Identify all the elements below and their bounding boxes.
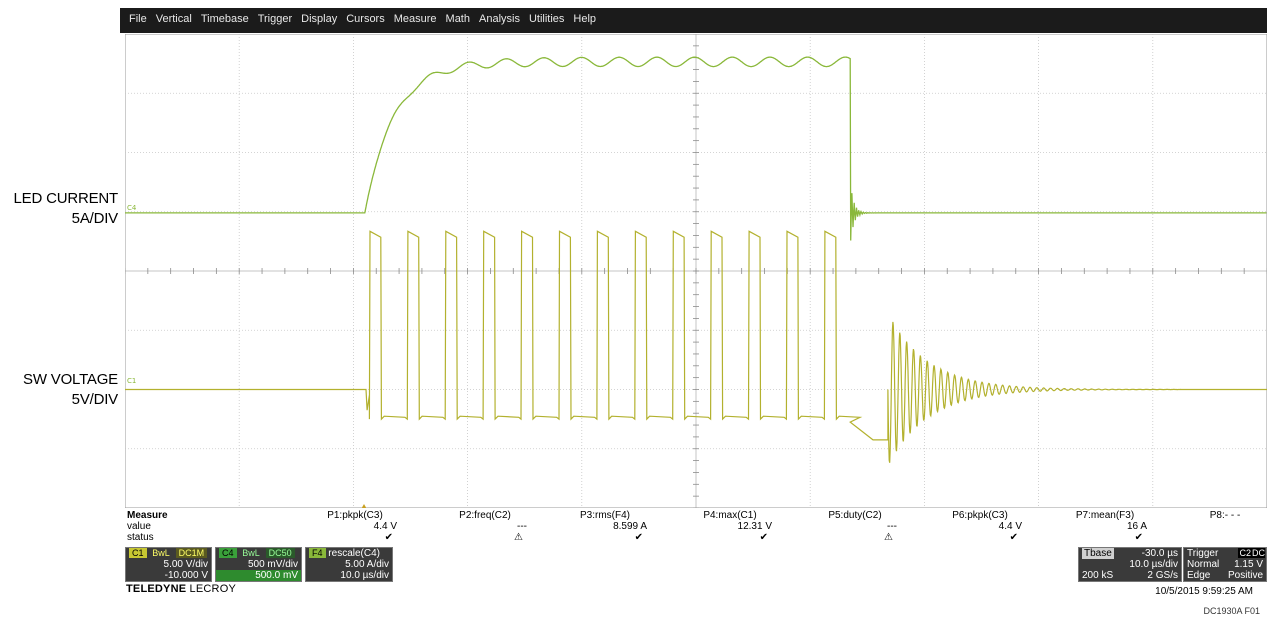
- measure-param-4[interactable]: P4:max(C1) 12.31 V ✔: [670, 510, 790, 543]
- trigger-source: C2: [1238, 548, 1252, 558]
- menu-vertical[interactable]: Vertical: [155, 13, 192, 25]
- measure-param-name: P2:freq(C2): [459, 510, 511, 521]
- timebase-delay: -30.0 µs: [1141, 548, 1178, 559]
- measure-param-status: [1165, 521, 1267, 532]
- teledyne-lecroy-logo: TELEDYNE LECROY: [126, 583, 236, 595]
- c1-coupling: DC1M: [175, 548, 208, 558]
- acquisition-datestamp: 10/5/2015 9:59:25 AM: [1155, 586, 1253, 597]
- menu-timebase[interactable]: Timebase: [200, 13, 249, 25]
- f4-function: rescale(C4): [328, 548, 380, 559]
- measure-param-1[interactable]: P1:pkpk(C3) 4.4 V ✔: [295, 510, 415, 543]
- menu-math[interactable]: Math: [445, 13, 470, 25]
- f4-descriptor[interactable]: F4 rescale(C4) 5.00 A/div 10.0 µs/div: [305, 547, 393, 582]
- measure-param-8[interactable]: P8:- - -: [1165, 510, 1267, 532]
- c4-tag: C4: [219, 548, 237, 558]
- trigger-position-marker: [361, 504, 367, 508]
- trigger-coupling: DC: [1252, 548, 1265, 558]
- c1-tag: C1: [129, 548, 147, 558]
- measure-param-name: P5:duty(C2): [828, 510, 882, 521]
- c1-vdiv: 5.00 V/div: [163, 559, 208, 570]
- figure-id: DC1930A F01: [1203, 606, 1260, 616]
- f4-vdiv: 5.00 A/div: [345, 559, 389, 570]
- c4-coupling: DC50: [265, 548, 295, 558]
- timebase-samples: 200 kS: [1082, 570, 1114, 581]
- led-current-label-line2: 5A/DIV: [71, 210, 119, 227]
- menu-utilities[interactable]: Utilities: [528, 13, 565, 25]
- timebase-tdiv: 10.0 µs/div: [1129, 559, 1178, 570]
- led-current-label-line1: LED CURRENT: [13, 190, 119, 207]
- measurement-table: Measure value status P1:pkpk(C3) 4.4 V ✔ P2…: [125, 510, 1267, 546]
- measure-param-value: 8.599 A: [613, 521, 647, 532]
- measure-title: Measure: [127, 510, 168, 521]
- trigger-level: 1.15 V: [1234, 559, 1263, 570]
- menu-analysis[interactable]: Analysis: [479, 13, 520, 25]
- trigger-mode: Normal: [1187, 559, 1220, 570]
- measure-param-value: ---: [887, 521, 897, 532]
- trace-tag-c1: C1: [127, 377, 136, 385]
- measure-param-status: ⚠: [884, 532, 893, 543]
- c1-offset: -10.000 V: [164, 570, 208, 581]
- trigger-slope: Positive: [1227, 570, 1263, 581]
- menu-cursors[interactable]: Cursors: [346, 13, 385, 25]
- graticule-grid: [125, 34, 1267, 508]
- led-current-trace: [125, 56, 1267, 241]
- timebase-label: Tbase: [1082, 548, 1114, 559]
- c4-bw: BwL: [242, 548, 260, 558]
- trigger-label: Trigger: [1187, 548, 1219, 559]
- measure-param-2[interactable]: P2:freq(C2) --- ⚠: [425, 510, 545, 543]
- measure-param-name: P7:mean(F3): [1075, 510, 1135, 521]
- sw-voltage-label-line2: 5V/DIV: [71, 391, 119, 408]
- menu-measure[interactable]: Measure: [393, 13, 437, 25]
- measure-param-value: 4.4 V: [373, 521, 397, 532]
- menu-display[interactable]: Display: [301, 13, 338, 25]
- measure-param-7[interactable]: P7:mean(F3) 16 A ✔: [1045, 510, 1165, 543]
- scope-display: C4 C1: [125, 34, 1267, 508]
- timebase-descriptor[interactable]: Tbase -30.0 µs 10.0 µs/div 200 kS 2 GS/s: [1078, 547, 1182, 582]
- trigger-type: Edge: [1187, 570, 1211, 581]
- measure-param-status: ✔: [384, 532, 393, 543]
- trace-tag-c4: C4: [127, 204, 137, 212]
- measure-param-6[interactable]: P6:pkpk(C3) 4.4 V ✔: [920, 510, 1040, 543]
- measure-param-3[interactable]: P3:rms(F4) 8.599 A ✔: [545, 510, 665, 543]
- measure-row-labels: Measure value status: [127, 510, 168, 543]
- timebase-rate: 2 GS/s: [1147, 570, 1178, 581]
- c1-descriptor[interactable]: C1 BwL DC1M 5.00 V/div -10.000 V: [125, 547, 212, 582]
- led-current-label: LED CURRENT 5A/DIV: [0, 189, 119, 229]
- measure-param-name: P3:rms(F4): [580, 510, 630, 521]
- sw-voltage-label: SW VOLTAGE 5V/DIV: [0, 370, 118, 410]
- measure-param-status: ✔: [634, 532, 643, 543]
- menu-trigger[interactable]: Trigger: [257, 13, 293, 25]
- measure-param-value: 16 A: [1126, 521, 1147, 532]
- measure-param-status: ✔: [1009, 532, 1018, 543]
- menu-bar: File Vertical Timebase Trigger Display Cursor…: [120, 8, 1267, 33]
- brand-name: TELEDYNE: [126, 583, 187, 595]
- trigger-descriptor[interactable]: Trigger C2DC Normal 1.15 V Edge Positive: [1183, 547, 1267, 582]
- menu-file[interactable]: File: [129, 13, 147, 25]
- measure-param-name: P8:- - -: [1209, 510, 1241, 521]
- sw-voltage-trace: [125, 230, 1267, 463]
- brand-suffix: LECROY: [189, 583, 236, 595]
- measure-param-value: ---: [517, 521, 527, 532]
- c4-descriptor[interactable]: C4 BwL DC50 500 mV/div 500.0 mV: [215, 547, 302, 582]
- measure-param-name: P6:pkpk(C3): [952, 510, 1008, 521]
- sw-voltage-label-line1: SW VOLTAGE: [23, 371, 118, 388]
- measure-param-value: 4.4 V: [998, 521, 1022, 532]
- measure-param-5[interactable]: P5:duty(C2) --- ⚠: [795, 510, 915, 543]
- f4-tag: F4: [309, 548, 326, 558]
- f4-tdiv: 10.0 µs/div: [340, 570, 389, 581]
- measure-param-value: 12.31 V: [737, 521, 772, 532]
- c4-vdiv: 500 mV/div: [247, 559, 298, 570]
- measure-param-status: ✔: [759, 532, 768, 543]
- measure-param-name: P1:pkpk(C3): [327, 510, 383, 521]
- c4-offset: 500.0 mV: [216, 570, 301, 581]
- measure-row-status-label: status: [127, 532, 154, 543]
- measure-param-status: ⚠: [514, 532, 523, 543]
- c1-bw: BwL: [152, 548, 170, 558]
- measure-param-status: ✔: [1134, 532, 1143, 543]
- measure-param-name: P4:max(C1): [703, 510, 757, 521]
- menu-help[interactable]: Help: [573, 13, 597, 25]
- menu-items: File Vertical Timebase Trigger Display Cursor…: [129, 13, 605, 25]
- measure-row-value-label: value: [127, 521, 151, 532]
